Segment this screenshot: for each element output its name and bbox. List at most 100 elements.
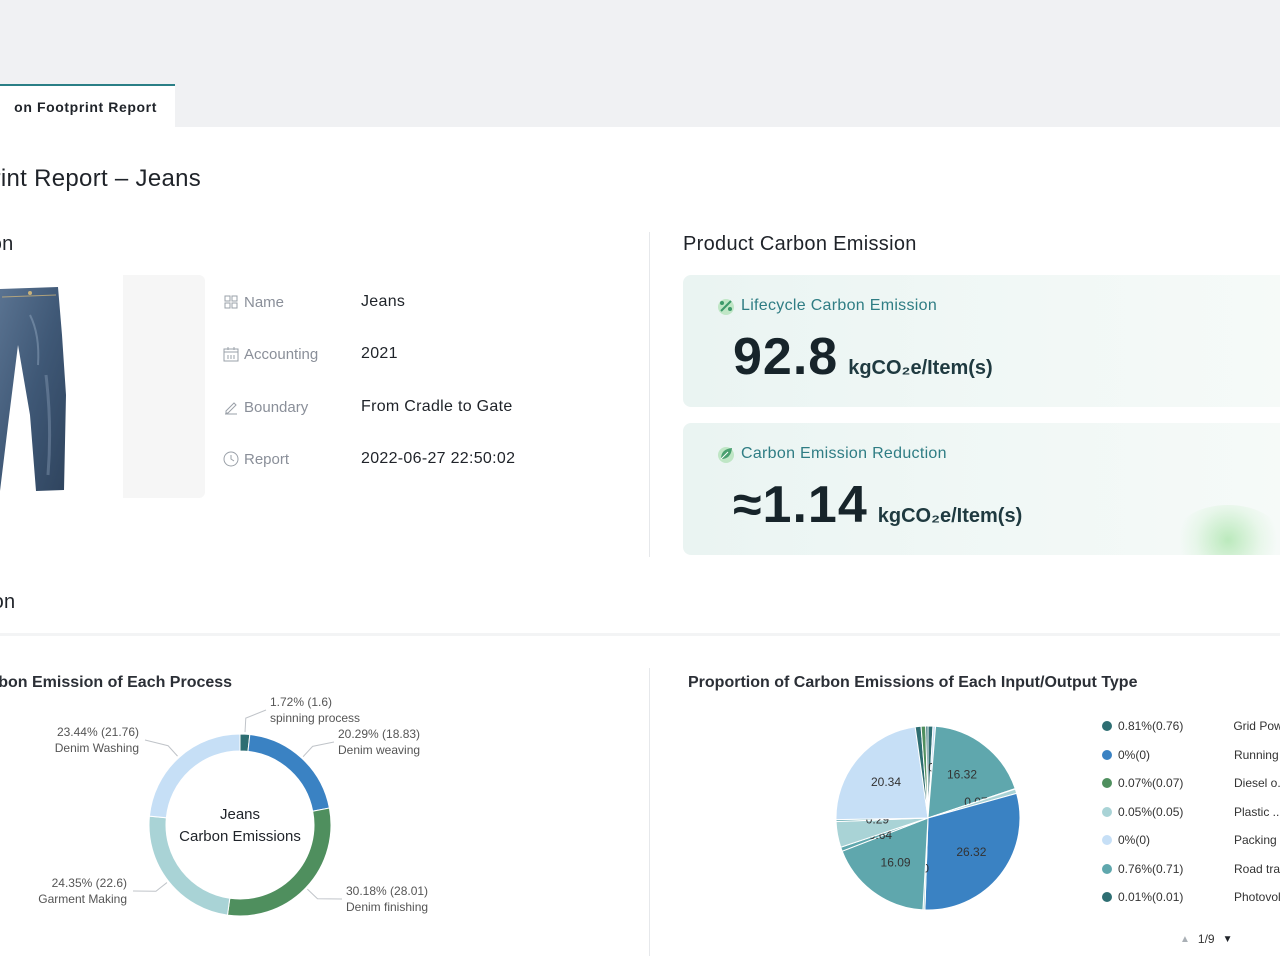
card-title: Lifecycle Carbon Emission [715,295,937,317]
info-label: Boundary [244,398,309,416]
donut-slice[interactable] [148,733,241,819]
legend-item[interactable]: 0.01%(0.01) Photovol... [1102,887,1280,907]
info-row-boundary: Boundary From Cradle to Gate [222,395,542,419]
info-row-accounting: Accounting 2021 [222,342,542,366]
pie-slice-label: 0 [928,761,935,775]
pager-text: 1/9 [1197,932,1215,946]
info-value: Jeans [361,293,406,310]
legend-name: Grid Pow... [1233,719,1280,733]
legend-item[interactable]: 0%(0) Packing ... [1102,830,1280,850]
info-label: Accounting [244,345,319,363]
pie-slice[interactable] [835,726,929,821]
card-value: 92.8 kgCO₂e/Item(s) [733,327,993,387]
info-label: Report [244,450,290,468]
divider [649,668,650,956]
donut-name-label: spinning process [270,711,360,725]
section-heading-emission: Product Carbon Emission [683,233,917,255]
edit-icon [222,398,240,416]
legend-name: Plastic ... [1234,804,1280,819]
pie-slice[interactable] [841,817,929,911]
info-value: 2021 [361,345,398,362]
legend-value: 0.76%(0.71) [1118,861,1184,876]
pie-slice-label: 20.34 [871,775,901,789]
section-heading-info: ion [0,233,14,255]
card-title: Carbon Emission Reduction [715,443,947,465]
legend-dot-icon [1102,806,1112,817]
section-heading-distribution: tion [0,591,16,613]
legend-value: 0.05%(0.05) [1118,804,1184,819]
legend-item[interactable]: 0.76%(0.71) Road tra... [1102,859,1280,879]
card-emission-reduction: Carbon Emission Reduction ≈1.14 kgCO₂e/I… [683,423,1280,555]
chart-title-input-output: Proportion of Carbon Emissions of Each I… [688,674,1138,691]
card-lifecycle-emission: Lifecycle Carbon Emission 92.8 kgCO₂e/It… [683,275,1280,407]
donut-name-label: Denim weaving [338,743,420,757]
grid-icon [222,293,240,311]
donut-label-line [132,882,168,892]
legend-item[interactable]: 0.07%(0.07) Diesel o... [1102,773,1280,793]
process-donut-chart: 1.72% (1.6) spinning process 20.29% (18.83… [38,695,428,917]
legend-name: Road tra... [1234,861,1280,876]
page-down-icon[interactable]: ▼ [1222,933,1233,945]
legend-pager: ▲ 1/9 ▼ [1176,932,1237,946]
legend-item[interactable]: 0.05%(0.05) Plastic ... [1102,802,1280,822]
donut-name-label: Denim Washing [55,741,139,755]
calendar-icon [222,345,240,363]
legend-name: Diesel o... [1234,776,1280,790]
donut-value-label: 24.35% (22.6) [52,876,127,890]
donut-slice[interactable] [247,733,330,812]
tab-label: on Footprint Report [14,98,157,115]
donut-label-line [307,888,343,900]
info-label: Name [244,293,285,311]
product-photo-frame [0,275,205,498]
page-up-icon[interactable]: ▲ [1180,933,1190,945]
section-separator [0,633,1280,636]
pie-slice-label: 16.32 [947,768,977,782]
donut-center-label: Carbon Emissions [179,828,301,845]
pie-slice[interactable] [924,792,1021,911]
legend-value: 0%(0) [1118,833,1151,847]
legend-dot-icon [1102,892,1112,902]
donut-name-label: Denim finishing [346,900,428,914]
legend-dot-icon [1102,778,1112,788]
legend-value: 0%(0) [1118,747,1151,762]
donut-label-line [144,739,178,757]
legend-item[interactable]: 0%(0) Running ... [1102,745,1280,765]
donut-center-label: Jeans [220,806,260,823]
legend-value: 0.01%(0.01) [1118,890,1184,904]
tab-carbon-footprint-report[interactable]: on Footprint Report [0,84,175,127]
chart-title-process: rbon Emission of Each Process [0,674,233,691]
leaf-icon [718,447,734,463]
legend-value: 0.81%(0.76) [1117,719,1184,733]
pie-slice[interactable] [927,725,1016,819]
donut-label-line [244,709,267,733]
pie-slice-label: 0 [922,862,929,876]
legend-value: 0.07%(0.07) [1118,776,1184,790]
lifecycle-value: 92.8 [733,328,839,386]
info-row-report: Report 2022-06-27 22:50:02 [222,447,542,471]
page-title: tprint Report – Jeans [0,165,202,192]
pie-slice-label: 16.09 [881,856,911,870]
info-value: From Cradle to Gate [361,398,513,415]
card-value: ≈1.14 kgCO₂e/Item(s) [733,475,1022,535]
lifecycle-unit: kgCO₂e/Item(s) [848,357,993,379]
donut-value-label: 30.18% (28.01) [346,884,428,898]
legend-dot-icon [1102,835,1112,845]
top-bar [0,0,1280,127]
clock-icon [222,450,240,468]
legend-name: Packing ... [1234,833,1280,847]
legend-dot-icon [1102,863,1112,874]
legend-name: Running ... [1233,747,1280,762]
pie-slice[interactable] [925,725,929,819]
card-title-text: Lifecycle Carbon Emission [741,297,938,314]
decorative-blob [1173,505,1280,555]
legend-dot-icon [1102,749,1112,760]
reduction-unit: kgCO₂e/Item(s) [877,505,1023,527]
donut-value-label: 1.72% (1.6) [270,695,332,709]
donut-slice[interactable] [226,807,332,917]
product-photo [0,275,123,498]
donut-value-label: 20.29% (18.83) [338,727,420,741]
legend-item[interactable]: 0.81%(0.76) Grid Pow... [1102,716,1280,736]
legend-dot-icon [1102,721,1112,731]
donut-label-line [302,741,335,758]
